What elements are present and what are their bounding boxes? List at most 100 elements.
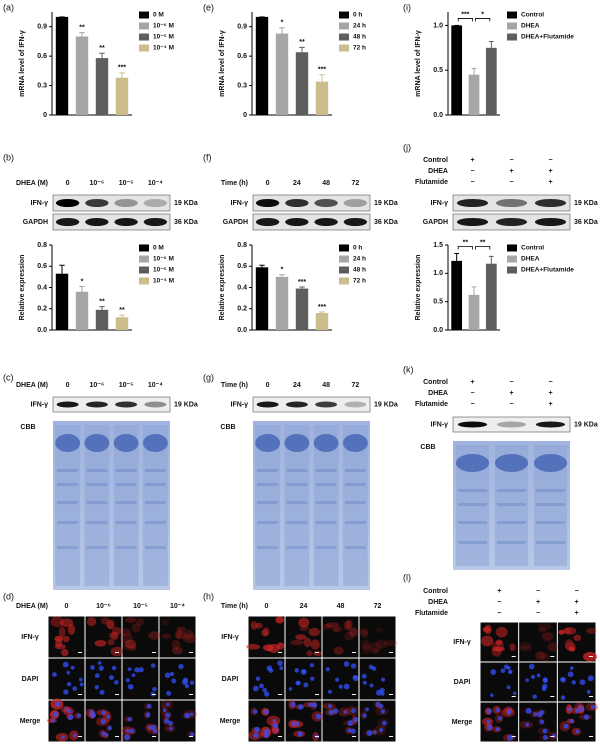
nucleus	[274, 728, 279, 732]
cell-signal	[368, 642, 382, 653]
scale-bar	[352, 736, 356, 737]
cell-signal	[541, 632, 553, 643]
cell-signal	[111, 627, 122, 636]
y-axis-label: Relative expression	[19, 255, 26, 321]
panel-label: (l)	[403, 572, 411, 582]
error-bar	[471, 67, 477, 75]
lane-label: 10⁻⁵	[119, 382, 134, 389]
nucleus	[101, 710, 106, 715]
nucleus	[378, 727, 384, 733]
y-axis-label: mRNA level of IFN-γ	[219, 30, 226, 97]
cell-signal	[375, 627, 384, 633]
blot-row-label: GAPDH	[23, 219, 48, 226]
image-row-label: Merge	[220, 718, 241, 725]
cell-signal	[491, 646, 502, 657]
nucleus	[125, 728, 130, 733]
cell-signal	[492, 646, 505, 652]
significance-bracket	[475, 18, 491, 22]
cell-signal	[246, 643, 261, 650]
y-tick-label: 0.3	[237, 82, 247, 89]
panel-label: (i)	[403, 2, 411, 12]
lane-label: 10⁻⁴	[170, 603, 185, 610]
cell-signal	[267, 643, 280, 653]
panel-label: (b)	[3, 152, 14, 162]
cell-signal	[491, 641, 505, 652]
cell-signal	[132, 622, 141, 633]
y-tick-label: 0.5	[433, 67, 443, 74]
nucleus	[495, 707, 500, 712]
lane-label: 24	[293, 382, 301, 389]
scale-bar	[189, 736, 193, 737]
nucleus	[168, 720, 173, 726]
condition-sign: +	[548, 179, 552, 186]
nucleus	[99, 689, 105, 695]
blot-band	[285, 199, 309, 207]
scale-bar	[511, 736, 516, 737]
significance-label: *	[81, 278, 84, 285]
cell-signal	[361, 630, 369, 639]
bar	[468, 294, 480, 330]
legend-label: 0 h	[353, 245, 362, 252]
blot-strip	[252, 194, 371, 212]
gel-band	[344, 501, 366, 504]
panel-label: (c)	[3, 372, 14, 382]
nucleus	[94, 684, 99, 690]
condition-sign: −	[470, 401, 474, 408]
treatment-label: DHEA (M)	[16, 603, 48, 610]
nucleus	[125, 678, 130, 683]
nucleus	[542, 683, 548, 689]
cell-signal	[67, 624, 76, 636]
significance-label: **	[299, 39, 305, 46]
nucleus	[164, 672, 171, 679]
cell-signal	[332, 626, 343, 632]
gel-band	[115, 501, 137, 504]
y-tick-label: 0.3	[37, 82, 47, 89]
gel-band	[144, 521, 166, 524]
nucleus	[571, 680, 576, 685]
nucleus	[67, 709, 72, 714]
blot-band	[534, 199, 567, 207]
image-row-label: DAPI	[454, 679, 471, 686]
error-bar	[454, 253, 460, 261]
nucleus	[263, 709, 269, 715]
legend-swatch	[507, 11, 517, 19]
nucleus	[486, 708, 492, 714]
nucleus	[350, 728, 356, 734]
cell-signal	[54, 635, 64, 642]
blot-band	[314, 199, 338, 207]
condition-sign: −	[509, 179, 513, 186]
significance-label: **	[79, 24, 85, 31]
error-bar	[99, 306, 105, 310]
bar	[315, 313, 329, 330]
cell-signal	[295, 634, 307, 640]
condition-label: DHEA	[428, 168, 448, 175]
nucleus	[184, 683, 190, 689]
cell-signal	[161, 618, 170, 626]
legend-swatch	[507, 33, 517, 41]
legend-swatch	[139, 255, 149, 263]
lane-label: 0	[266, 382, 270, 389]
legend-swatch	[339, 255, 349, 263]
gel-band	[457, 521, 488, 524]
nucleus	[166, 690, 172, 696]
cell-signal	[250, 621, 258, 630]
error-bar	[279, 274, 285, 277]
gel-band	[315, 483, 337, 486]
cell-signal	[509, 643, 516, 652]
scale-bar	[278, 736, 282, 737]
scale-bar	[78, 736, 82, 737]
scale-bar	[278, 694, 282, 695]
gel-band	[457, 489, 488, 492]
bar	[95, 309, 109, 330]
nucleus	[362, 713, 367, 718]
condition-label: Control	[423, 588, 448, 595]
nucleus	[567, 671, 574, 678]
blot-band	[115, 401, 138, 408]
cell-signal	[538, 621, 551, 632]
gel-band	[55, 434, 81, 452]
condition-sign: −	[509, 379, 513, 386]
error-bar	[259, 264, 265, 268]
treatment-label: Time (h)	[221, 382, 248, 389]
nucleus	[255, 676, 261, 681]
error-bar	[79, 285, 85, 292]
